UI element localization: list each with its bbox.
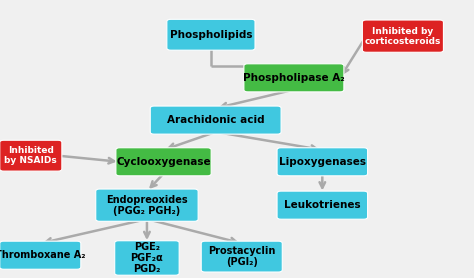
FancyBboxPatch shape [116, 148, 211, 176]
Text: Thromboxane A₂: Thromboxane A₂ [0, 250, 85, 260]
Text: Inhibited by
corticosteroids: Inhibited by corticosteroids [365, 27, 441, 46]
Text: Leukotrienes: Leukotrienes [284, 200, 361, 210]
FancyBboxPatch shape [115, 241, 179, 275]
FancyBboxPatch shape [362, 20, 444, 52]
Text: PGE₂
PGF₂α
PGD₂: PGE₂ PGF₂α PGD₂ [130, 242, 164, 274]
FancyBboxPatch shape [150, 106, 281, 134]
Text: Prostacyclin
(PGI₂): Prostacyclin (PGI₂) [208, 246, 275, 267]
Text: Inhibited
by NSAIDs: Inhibited by NSAIDs [4, 146, 57, 165]
FancyBboxPatch shape [0, 241, 81, 269]
FancyBboxPatch shape [277, 148, 368, 176]
Text: Phospholipase A₂: Phospholipase A₂ [243, 73, 345, 83]
Text: Cyclooxygenase: Cyclooxygenase [116, 157, 211, 167]
FancyBboxPatch shape [167, 19, 255, 50]
FancyBboxPatch shape [0, 140, 62, 171]
Text: Arachidonic acid: Arachidonic acid [167, 115, 264, 125]
FancyBboxPatch shape [201, 241, 282, 272]
FancyBboxPatch shape [244, 64, 344, 92]
FancyBboxPatch shape [277, 191, 368, 219]
Text: Endopreoxides
(PGG₂ PGH₂): Endopreoxides (PGG₂ PGH₂) [106, 195, 188, 216]
Text: Phospholipids: Phospholipids [170, 30, 252, 40]
Text: Lipoxygenases: Lipoxygenases [279, 157, 366, 167]
FancyBboxPatch shape [96, 189, 198, 221]
